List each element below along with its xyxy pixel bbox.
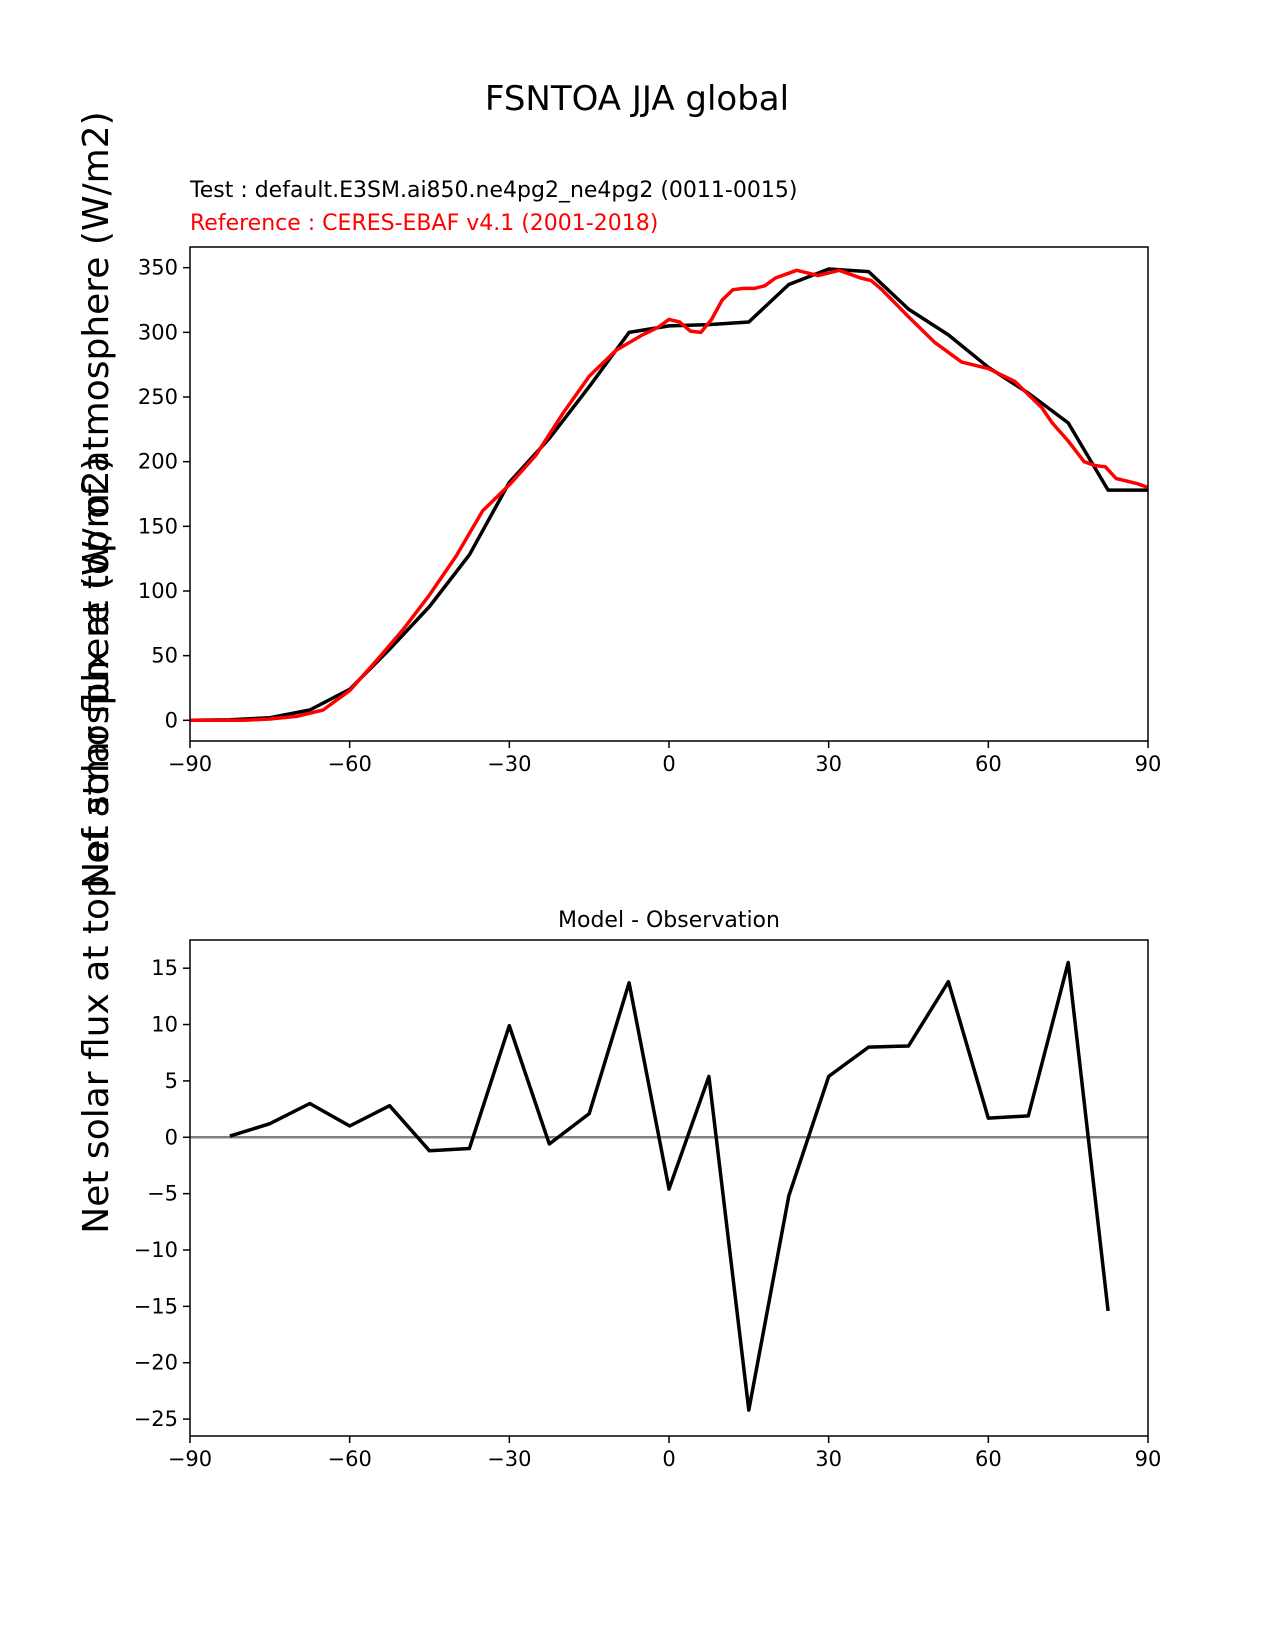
bottom-panel-title: Model - Observation bbox=[558, 908, 780, 933]
bottom-xtick-label: −30 bbox=[487, 1447, 531, 1471]
bottom-ytick-label: −10 bbox=[134, 1238, 178, 1262]
top-xtick-label: 60 bbox=[975, 752, 1002, 776]
bottom-plot-area: −90 −60 −30 0 30 60 90 −25 −20 −15 −10 −5 0 5 10 15 bbox=[134, 956, 1162, 1471]
figure-title: FSNTOA JJA global bbox=[485, 79, 789, 119]
top-xtick-label: −90 bbox=[168, 752, 212, 776]
bottom-xtick-label: 90 bbox=[1135, 1447, 1162, 1471]
panel-bottom: Model - Observation −90 −60 −30 0 30 60 90−25−… bbox=[134, 908, 1162, 1471]
bottom-ytick-label: 15 bbox=[151, 956, 178, 980]
bottom-ytick-label: 5 bbox=[165, 1069, 178, 1093]
bottom-ytick-label: 10 bbox=[151, 1013, 178, 1037]
subtitle-reference: Reference : CERES-EBAF v4.1 (2001-2018) bbox=[190, 211, 658, 236]
bottom-series-diff bbox=[229, 960, 1110, 1412]
top-xtick-label: 90 bbox=[1135, 752, 1162, 776]
bottom-ytick-label: 0 bbox=[165, 1125, 178, 1149]
bottom-ytick-label: −5 bbox=[147, 1182, 178, 1206]
bottom-axes-frame bbox=[189, 939, 1149, 1437]
top-axes-frame bbox=[189, 246, 1149, 742]
top-ytick-label: 250 bbox=[138, 385, 178, 409]
top-plot-area: −90 −60 −30 0 30 60 90 0 50 100 150 200 250 300 350 bbox=[138, 256, 1161, 776]
bottom-xtick-label: 30 bbox=[815, 1447, 842, 1471]
top-ytick-label: 100 bbox=[138, 579, 178, 603]
ylabel-left: Net solar flux at top of atmosphere (W/m… bbox=[76, 456, 117, 1233]
bottom-xtick-label: −90 bbox=[168, 1447, 212, 1471]
top-ytick-label: 200 bbox=[138, 450, 178, 474]
top-xtick-label: −60 bbox=[328, 752, 372, 776]
ylabel-overlap: Net solar flux at top of atmosphere (W/m… bbox=[76, 111, 117, 888]
bottom-ytick-label: −25 bbox=[134, 1407, 178, 1431]
subtitle-test: Test : default.E3SM.ai850.ne4pg2_ne4pg2 … bbox=[189, 178, 797, 203]
top-xtick-label: 0 bbox=[662, 752, 675, 776]
bottom-xtick-label: 0 bbox=[662, 1447, 675, 1471]
top-xtick-label: −30 bbox=[487, 752, 531, 776]
top-ytick-label: 350 bbox=[138, 256, 178, 280]
top-ytick-label: 0 bbox=[165, 708, 178, 732]
top-series-reference bbox=[190, 268, 1149, 723]
top-ytick-label: 300 bbox=[138, 320, 178, 344]
top-ytick-label: 50 bbox=[151, 644, 178, 668]
bottom-xtick-label: −60 bbox=[328, 1447, 372, 1471]
top-xtick-label: 30 bbox=[815, 752, 842, 776]
panel-top: Test : default.E3SM.ai850.ne4pg2_ne4pg2 … bbox=[138, 178, 1161, 776]
bottom-ytick-label: −15 bbox=[134, 1294, 178, 1318]
bottom-ytick-label: −20 bbox=[134, 1351, 178, 1375]
top-ytick-label: 150 bbox=[138, 514, 178, 538]
bottom-xtick-label: 60 bbox=[975, 1447, 1002, 1471]
